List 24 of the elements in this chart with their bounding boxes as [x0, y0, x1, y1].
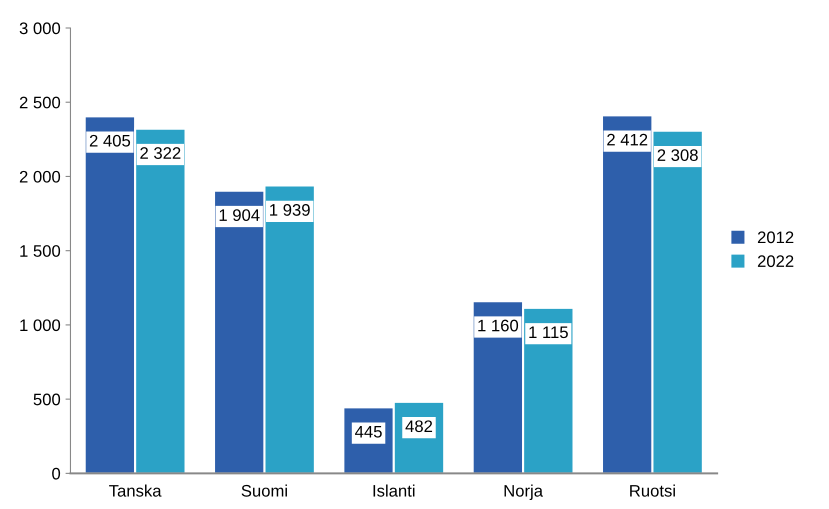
x-tick-label: Ruotsi: [630, 484, 675, 497]
data-label: 2 308: [658, 149, 698, 162]
y-tick-label: 500: [34, 394, 60, 406]
data-label: 1 904: [220, 209, 260, 222]
y-tick-label: 1 000: [20, 319, 60, 332]
x-tick-label: Islanti: [374, 484, 414, 497]
data-label: 482: [405, 420, 432, 432]
data-label: 445: [355, 426, 382, 438]
data-label: 2 412: [607, 134, 648, 146]
x-tick-label: Suomi: [242, 484, 287, 497]
y-tick-label: 1 500: [20, 245, 60, 257]
legend-label: 2022: [758, 255, 794, 268]
data-label: 2 322: [140, 147, 180, 159]
data-label: 1 160: [478, 320, 518, 332]
x-tick-label: Norja: [504, 484, 544, 500]
y-tick-label: 2 000: [20, 170, 60, 183]
x-tick-label: Tanska: [109, 484, 162, 497]
y-tick-label: 3 000: [20, 22, 60, 34]
y-tick-label: 2 500: [20, 96, 60, 108]
legend-label: 2012: [758, 231, 794, 244]
data-label: 1 115: [529, 326, 568, 338]
data-label: 1 939: [270, 204, 310, 216]
y-tick-label: 0: [52, 468, 60, 480]
data-label: 2 405: [90, 134, 130, 147]
